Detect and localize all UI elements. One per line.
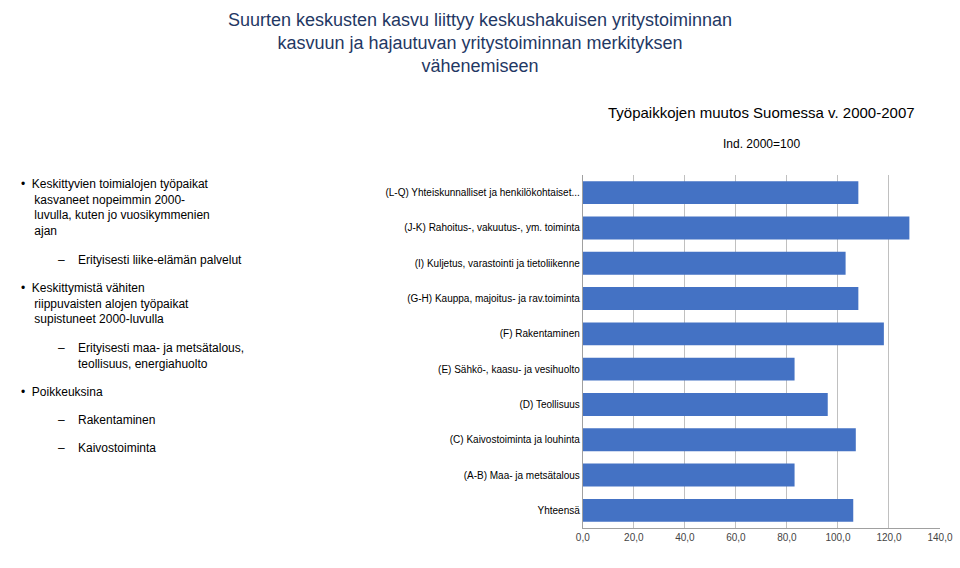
svg-text:(L-Q) Yhteiskunnalliset ja hen: (L-Q) Yhteiskunnalliset ja henkilökohtai… [385,187,579,198]
svg-text:• Keskittyvien toimialojen ty: • Keskittyvien toimialojen työpaikat kas… [21,177,210,238]
svg-text:– Erityisesti liike-elämän: – Erityisesti liike-elämän palvelut [58,253,242,267]
svg-text:140,0: 140,0 [927,532,952,543]
svg-text:(E) Sähkö-, kaasu- ja vesihuol: (E) Sähkö-, kaasu- ja vesihuolto [438,364,580,375]
svg-text:– Rakentaminen: – Rakentaminen [58,413,155,427]
svg-text:Yhteensä: Yhteensä [538,505,581,516]
svg-text:0,0: 0,0 [576,532,590,543]
svg-text:(I) Kuljetus, varastointi ja t: (I) Kuljetus, varastointi ja tietoliiken… [415,258,581,269]
svg-text:• Poikkeuksina: • Poikkeuksina [21,385,103,399]
svg-text:– Erityisesti maa- ja metsä: – Erityisesti maa- ja metsätalous, teoll… [58,341,244,371]
svg-text:(J-K) Rahoitus-, vakuutus-, ym: (J-K) Rahoitus-, vakuutus-, ym. toiminta [404,222,580,233]
svg-text:(C) Kaivostoiminta ja louhinta: (C) Kaivostoiminta ja louhinta [450,434,580,445]
svg-text:(F) Rakentaminen: (F) Rakentaminen [500,328,580,339]
svg-text:80,0: 80,0 [777,532,797,543]
svg-text:• Keskittymistä vähiten ri: • Keskittymistä vähiten riippuvaisten al… [21,281,189,326]
svg-text:Työpaikkojen muutos Suomessa v: Työpaikkojen muutos Suomessa v. 2000-200… [608,104,915,121]
svg-text:60,0: 60,0 [726,532,746,543]
svg-text:100,0: 100,0 [825,532,850,543]
svg-text:40,0: 40,0 [675,532,695,543]
svg-text:(G-H) Kauppa, majoitus- ja rav: (G-H) Kauppa, majoitus- ja rav.toiminta [407,293,580,304]
svg-text:(A-B) Maa- ja metsätalous: (A-B) Maa- ja metsätalous [464,470,580,481]
svg-text:(D) Teollisuus: (D) Teollisuus [519,399,579,410]
svg-text:– Kaivostoiminta: – Kaivostoiminta [58,441,156,455]
svg-text:120,0: 120,0 [876,532,901,543]
svg-text:Suurten keskusten kasvu liitty: Suurten keskusten kasvu liittyy keskusha… [228,10,732,77]
svg-text:20,0: 20,0 [624,532,644,543]
svg-text:Ind. 2000=100: Ind. 2000=100 [723,137,800,151]
